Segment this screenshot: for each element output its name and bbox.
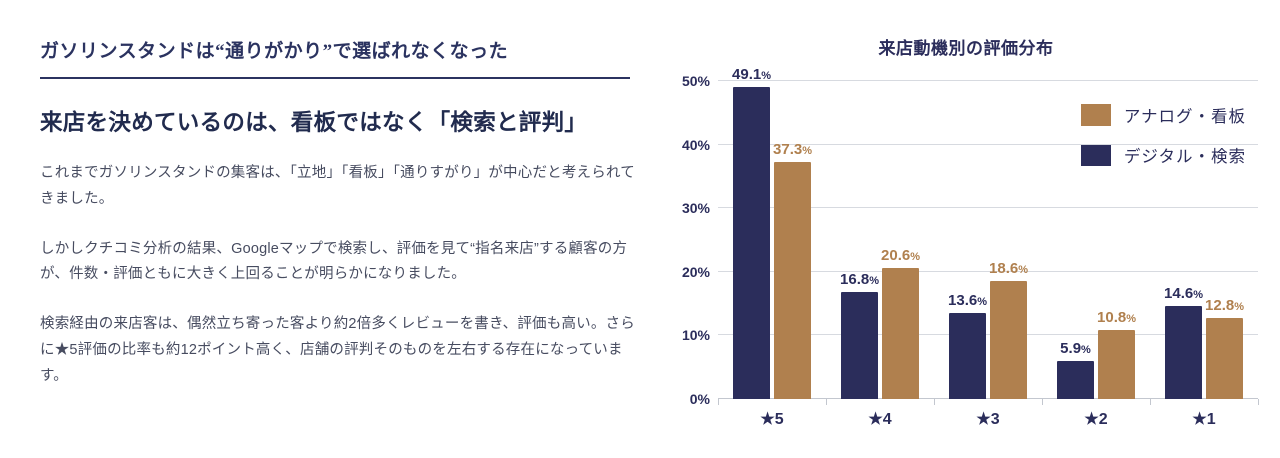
bar-group: 14.6% 12.8% ★1 bbox=[1164, 81, 1244, 428]
bar-chart: 0% 10% 20% 30% 40% 50% アナログ・看板 デジタル・検索 49.1% 37… bbox=[674, 66, 1259, 428]
bar-value-label: 16.8% bbox=[840, 271, 879, 289]
bar-value-label: 14.6% bbox=[1164, 285, 1203, 303]
bar-analog-signboard: 12.8% bbox=[1205, 297, 1244, 399]
gridline bbox=[718, 398, 1258, 399]
x-axis-tick bbox=[1150, 399, 1151, 405]
body-copy: これまでガソリンスタンドの集客は、「立地」「看板」「通りすがり」が中心だと考えら… bbox=[40, 161, 646, 390]
plot-area: アナログ・看板 デジタル・検索 49.1% 37.3% ★5 16.8% 20.6% ★4 1… bbox=[718, 66, 1259, 428]
bar-digital-search: 16.8% bbox=[840, 271, 879, 399]
legend-label: アナログ・看板 bbox=[1123, 108, 1246, 126]
kicker-underline bbox=[40, 77, 630, 79]
bar-digital-search: 13.6% bbox=[948, 292, 987, 399]
category-label: ★5 bbox=[760, 411, 784, 428]
kicker: ガソリンスタンドは“通りがかり”で選ばれなくなった bbox=[40, 41, 509, 62]
x-axis-tick bbox=[718, 399, 719, 405]
bar-group: 49.1% 37.3% ★5 bbox=[732, 66, 812, 428]
legend-item-digital-search: デジタル・検索 bbox=[1080, 143, 1246, 167]
legend-label: デジタル・検索 bbox=[1123, 148, 1246, 166]
y-axis-label: 30% bbox=[681, 200, 710, 217]
x-axis-tick bbox=[826, 399, 827, 405]
y-axis-label: 50% bbox=[681, 73, 710, 89]
bar-value-label: 20.6% bbox=[881, 246, 920, 264]
category-label: ★3 bbox=[976, 411, 1000, 428]
y-axis-label: 40% bbox=[681, 136, 710, 153]
gridline bbox=[718, 143, 1258, 145]
legend-swatch bbox=[1080, 144, 1111, 166]
gridline bbox=[718, 207, 1258, 209]
bar-analog-signboard: 20.6% bbox=[881, 247, 920, 399]
category-label: ★1 bbox=[1192, 411, 1216, 428]
bar-value-label: 12.8% bbox=[1205, 296, 1244, 314]
paragraph-3: 検索経由の来店客は、偶然立ち寄った客より約2倍多くレビューを書き、評価も高い。さ… bbox=[40, 316, 635, 384]
bar-value-label: 37.3% bbox=[773, 140, 812, 158]
chart-panel: 来店動機別の評価分布 0% 10% 20% 30% 40% 50% アナログ・看板 デジタル… bbox=[660, 0, 1280, 458]
category-label: ★2 bbox=[1084, 411, 1108, 428]
bar-digital-search: 5.9% bbox=[1057, 340, 1094, 399]
gridline bbox=[718, 270, 1258, 272]
y-axis-label: 0% bbox=[689, 391, 710, 407]
bar-digital-search: 14.6% bbox=[1164, 285, 1203, 399]
text-column: ガソリンスタンドは“通りがかり”で選ばれなくなった 来店を決めているのは、看板で… bbox=[40, 41, 646, 390]
paragraph-2: しかしクチコミ分析の結果、Googleマップで検索し、評価を見て“指名来店”する… bbox=[40, 240, 628, 283]
bar-group: 16.8% 20.6% ★4 bbox=[840, 81, 920, 428]
x-axis-tick bbox=[1042, 399, 1043, 405]
y-axis-label: 20% bbox=[681, 263, 710, 280]
bar-value-label: 10.8% bbox=[1097, 309, 1136, 327]
bar-digital-search: 49.1% bbox=[732, 66, 771, 399]
gridline bbox=[718, 334, 1258, 336]
bar-value-label: 18.6% bbox=[989, 259, 1028, 277]
gridline bbox=[718, 80, 1258, 81]
bar-group: 13.6% 18.6% ★3 bbox=[948, 81, 1028, 428]
bar-value-label: 5.9% bbox=[1060, 340, 1091, 358]
y-axis: 0% 10% 20% 30% 40% 50% bbox=[674, 73, 718, 407]
bar-analog-signboard: 18.6% bbox=[989, 260, 1028, 399]
paragraph-1: これまでガソリンスタンドの集客は、「立地」「看板」「通りすがり」が中心だと考えら… bbox=[40, 165, 635, 207]
legend-swatch bbox=[1080, 104, 1111, 126]
x-axis-tick bbox=[934, 399, 935, 405]
legend-item-analog-signboard: アナログ・看板 bbox=[1080, 103, 1246, 127]
bar-value-label: 13.6% bbox=[948, 291, 987, 309]
bar-group: 5.9% 10.8% ★2 bbox=[1057, 81, 1136, 428]
legend: アナログ・看板 デジタル・検索 bbox=[1080, 103, 1246, 167]
bar-value-label: 49.1% bbox=[732, 65, 771, 83]
x-axis-tick bbox=[1258, 399, 1259, 405]
bar-analog-signboard: 37.3% bbox=[773, 141, 812, 399]
category-label: ★4 bbox=[868, 411, 892, 428]
bar-analog-signboard: 10.8% bbox=[1097, 309, 1136, 399]
headline: 来店を決めているのは、看板ではなく「検索と評判」 bbox=[40, 110, 588, 135]
y-axis-label: 10% bbox=[681, 327, 710, 344]
chart-title: 来店動機別の評価分布 bbox=[878, 39, 1054, 58]
